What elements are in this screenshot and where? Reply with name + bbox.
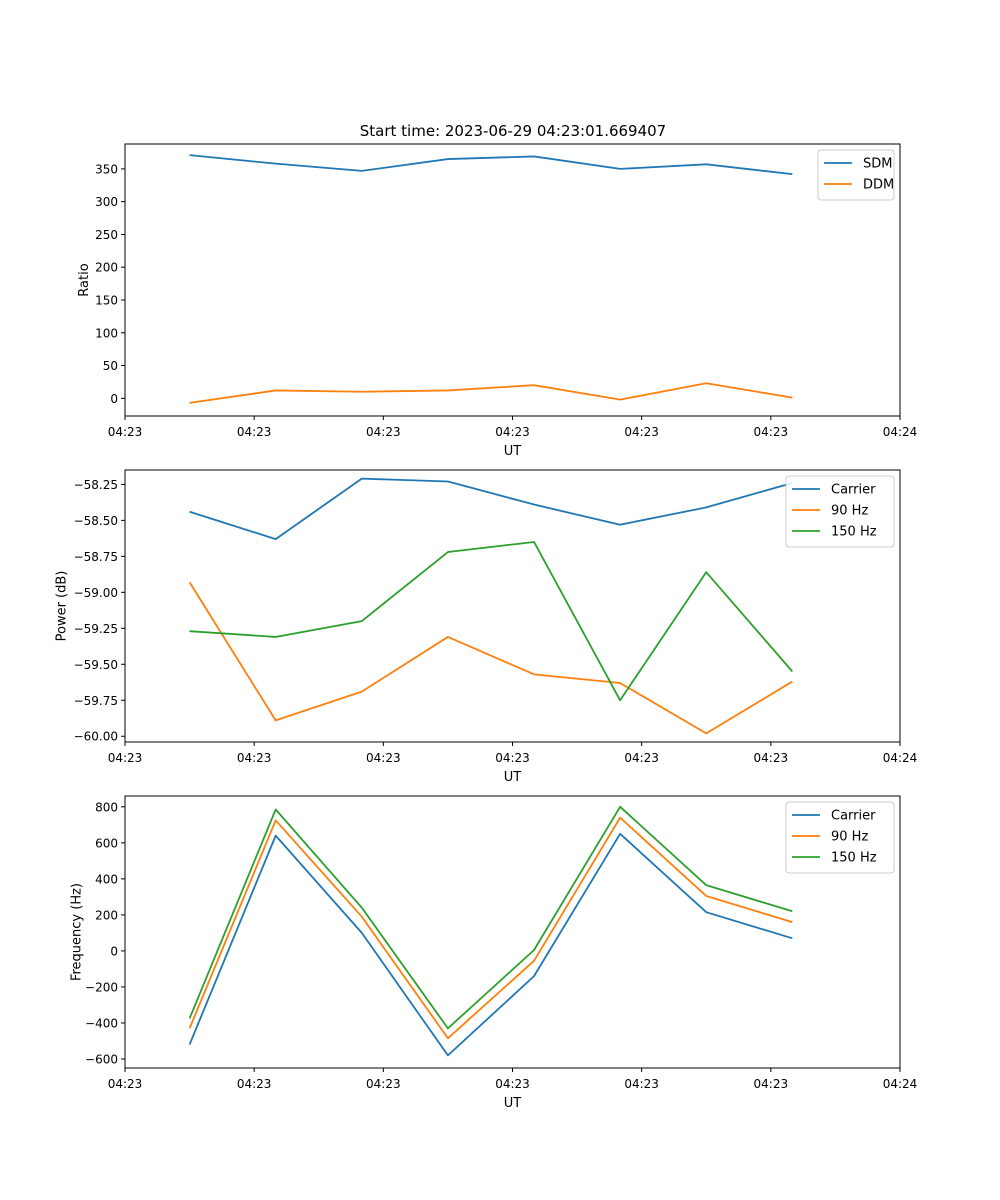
y-tick-label: 100 <box>95 326 118 340</box>
x-tick-label: 04:23 <box>366 1077 401 1091</box>
x-tick-label: 04:23 <box>108 751 143 765</box>
y-tick-label: −59.00 <box>74 586 118 600</box>
x-tick-label: 04:23 <box>108 1077 143 1091</box>
x-tick-label: 04:23 <box>237 1077 272 1091</box>
chart-panels: 04:23 04:23 04:23 04:23 04:23 04:23 04:24 0 50 10… <box>54 143 918 1111</box>
y-tick-label: 250 <box>95 228 118 242</box>
x-tick-label: 04:23 <box>495 425 530 439</box>
x-axis-label: UT <box>504 444 522 459</box>
legend: Carrier 90 Hz 150 Hz <box>785 475 895 548</box>
y-tick-label: 150 <box>95 293 118 307</box>
y-tick-label: 0 <box>110 392 118 406</box>
legend: SDM DDM <box>817 149 895 201</box>
series-line-sdm <box>189 154 793 176</box>
series-line-90-hz <box>188 816 793 1040</box>
x-tick-label: 04:23 <box>624 751 659 765</box>
x-tick-label: 04:24 <box>883 425 918 439</box>
chart-1: 04:23 04:23 04:23 04:23 04:23 04:23 04:24 0 50 10… <box>77 143 918 459</box>
legend-label: 150 Hz <box>831 851 877 866</box>
x-tick-label: 04:23 <box>237 425 272 439</box>
y-tick-label: −59.50 <box>74 658 118 672</box>
series-line-ddm <box>189 382 793 404</box>
y-tick-label: −58.25 <box>74 478 118 492</box>
x-tick-label: 04:23 <box>754 751 789 765</box>
legend-label: SDM <box>863 157 892 172</box>
series-line-150-hz <box>189 541 794 702</box>
legend-label: Carrier <box>831 809 876 824</box>
y-tick-label: 800 <box>95 800 118 814</box>
y-tick-label: −59.75 <box>74 694 118 708</box>
chart-2: 04:23 04:23 04:23 04:23 04:23 04:23 04:24 −60.0… <box>54 469 918 785</box>
x-tick-label: 04:23 <box>366 751 401 765</box>
series-group <box>189 154 793 404</box>
x-tick-label: 04:23 <box>624 425 659 439</box>
y-tick-label: 350 <box>95 162 118 176</box>
y-tick-label: −59.25 <box>74 622 118 636</box>
legend-label: DDM <box>863 178 894 193</box>
y-axis-label: Frequency (Hz) <box>70 883 85 981</box>
series-group <box>188 477 794 735</box>
x-tick-label: 04:23 <box>237 751 272 765</box>
legend-label: 150 Hz <box>831 525 877 540</box>
y-tick-label: −60.00 <box>74 730 118 744</box>
legend: Carrier 90 Hz 150 Hz <box>785 801 895 874</box>
y-tick-label: −600 <box>85 1052 118 1066</box>
y-tick-label: 400 <box>95 872 118 886</box>
x-axis-label: UT <box>504 1096 522 1111</box>
y-tick-label: 600 <box>95 836 118 850</box>
y-axis-label: Power (dB) <box>54 571 69 642</box>
series-line-150-hz <box>188 805 793 1030</box>
y-tick-label: −58.75 <box>74 550 118 564</box>
y-tick-label: 0 <box>110 944 118 958</box>
x-tick-label: 04:23 <box>624 1077 659 1091</box>
y-tick-label: −58.50 <box>74 514 118 528</box>
y-tick-label: −400 <box>85 1016 118 1030</box>
series-line-carrier <box>188 832 793 1057</box>
y-tick-label: 200 <box>95 261 118 275</box>
figure-title: Start time: 2023-06-29 04:23:01.669407 <box>360 122 666 140</box>
y-axis-label: Ratio <box>77 263 92 296</box>
series-line-90-hz <box>188 581 793 735</box>
series-line-carrier <box>189 477 793 540</box>
x-tick-label: 04:23 <box>366 425 401 439</box>
chart-3: 04:23 04:23 04:23 04:23 04:23 04:23 04:24 −600 −… <box>70 795 918 1111</box>
legend-label: Carrier <box>831 483 876 498</box>
x-tick-label: 04:23 <box>754 425 789 439</box>
x-tick-label: 04:24 <box>883 751 918 765</box>
x-tick-label: 04:23 <box>108 425 143 439</box>
y-tick-label: 300 <box>95 195 118 209</box>
x-tick-label: 04:23 <box>495 1077 530 1091</box>
series-group <box>188 805 793 1057</box>
x-tick-label: 04:23 <box>754 1077 789 1091</box>
legend-label: 90 Hz <box>831 830 868 845</box>
y-tick-label: 50 <box>103 359 118 373</box>
x-tick-label: 04:23 <box>495 751 530 765</box>
legend-box <box>785 801 895 874</box>
legend-box <box>785 475 895 548</box>
legend-label: 90 Hz <box>831 504 868 519</box>
x-axis-label: UT <box>504 770 522 785</box>
x-tick-label: 04:24 <box>883 1077 918 1091</box>
y-tick-label: −200 <box>85 980 118 994</box>
y-tick-label: 200 <box>95 908 118 922</box>
